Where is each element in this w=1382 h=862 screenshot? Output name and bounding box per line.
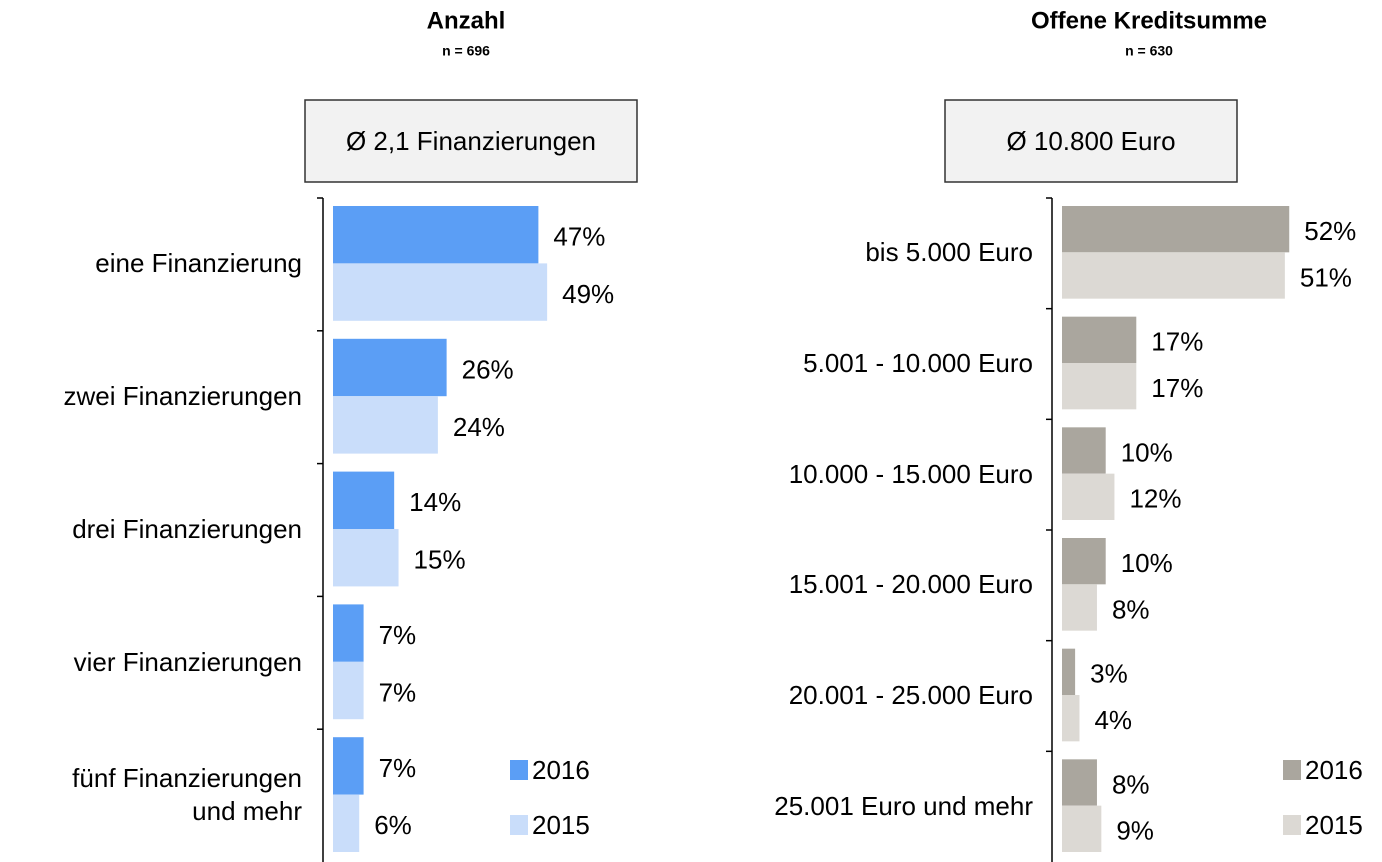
value-label: 7% bbox=[379, 620, 417, 650]
chart-subtitle: n = 630 bbox=[1125, 43, 1173, 59]
bar bbox=[333, 396, 438, 454]
category-label: fünf Finanzierungen und mehr bbox=[72, 762, 302, 827]
value-label: 12% bbox=[1129, 484, 1181, 514]
annotation-box bbox=[304, 99, 638, 183]
legend-label: 2015 bbox=[1305, 810, 1363, 840]
value-label: 10% bbox=[1121, 548, 1173, 578]
value-label: 8% bbox=[1112, 769, 1150, 799]
bar bbox=[333, 661, 364, 720]
value-label: 10% bbox=[1121, 437, 1173, 467]
value-label: 47% bbox=[553, 222, 605, 252]
category-label: bis 5.000 Euro bbox=[865, 237, 1033, 268]
value-label: 3% bbox=[1090, 659, 1128, 689]
value-label: 9% bbox=[1116, 816, 1154, 846]
legend-label: 2016 bbox=[1305, 755, 1363, 785]
legend-swatch bbox=[510, 760, 528, 780]
value-label: 7% bbox=[379, 753, 417, 783]
value-label: 15% bbox=[414, 545, 466, 575]
bar bbox=[333, 263, 548, 321]
bar bbox=[333, 471, 395, 529]
value-label: 14% bbox=[409, 487, 461, 517]
value-label: 8% bbox=[1112, 594, 1150, 624]
value-label: 17% bbox=[1151, 373, 1203, 403]
chart-subtitle: n = 696 bbox=[442, 43, 490, 59]
value-label: 49% bbox=[562, 279, 614, 309]
legend-swatch bbox=[1283, 815, 1301, 835]
bar bbox=[1062, 206, 1290, 253]
bar bbox=[1062, 363, 1137, 410]
annotation: Ø 2,1 Finanzierungen bbox=[346, 126, 596, 156]
annotation: Ø 10.800 Euro bbox=[1006, 126, 1175, 156]
category-label: zwei Finanzierungen bbox=[63, 381, 302, 412]
chart-title: Anzahl bbox=[427, 7, 506, 34]
value-label: 26% bbox=[462, 354, 514, 384]
legend-swatch bbox=[1283, 760, 1301, 780]
category-label: 10.000 - 15.000 Euro bbox=[788, 458, 1033, 489]
bar bbox=[1062, 584, 1097, 631]
legend-label: 2015 bbox=[532, 810, 590, 840]
chart-title: Offene Kreditsumme bbox=[1031, 7, 1267, 34]
bar bbox=[1062, 316, 1137, 363]
legend-label: 2016 bbox=[532, 755, 590, 785]
value-label: 17% bbox=[1151, 327, 1203, 357]
bar bbox=[1062, 538, 1106, 585]
bar bbox=[333, 794, 360, 852]
category-label: vier Finanzierungen bbox=[73, 646, 302, 677]
bar bbox=[333, 206, 539, 264]
category-label: eine Finanzierung bbox=[95, 248, 302, 279]
bar bbox=[1062, 473, 1115, 520]
bar bbox=[333, 529, 399, 587]
category-label: 25.001 Euro und mehr bbox=[774, 790, 1033, 821]
bar bbox=[1062, 252, 1285, 299]
bar bbox=[1062, 759, 1097, 806]
value-label: 24% bbox=[453, 412, 505, 442]
category-label: 20.001 - 25.000 Euro bbox=[788, 680, 1033, 711]
value-label: 51% bbox=[1300, 262, 1352, 292]
category-label: drei Finanzierungen bbox=[72, 514, 302, 545]
legend-swatch bbox=[510, 815, 528, 835]
bar bbox=[1062, 695, 1080, 742]
value-label: 6% bbox=[374, 810, 412, 840]
annotation-box bbox=[944, 99, 1238, 183]
bar bbox=[1062, 427, 1106, 474]
bar bbox=[1062, 805, 1102, 852]
bar bbox=[333, 338, 447, 397]
category-label: 5.001 - 10.000 Euro bbox=[803, 348, 1033, 379]
value-label: 7% bbox=[379, 677, 417, 707]
bar bbox=[333, 737, 364, 795]
bar bbox=[1062, 648, 1076, 695]
value-label: 52% bbox=[1304, 216, 1356, 246]
category-label: 15.001 - 20.000 Euro bbox=[788, 569, 1033, 600]
bar bbox=[333, 604, 364, 662]
value-label: 4% bbox=[1094, 705, 1132, 735]
